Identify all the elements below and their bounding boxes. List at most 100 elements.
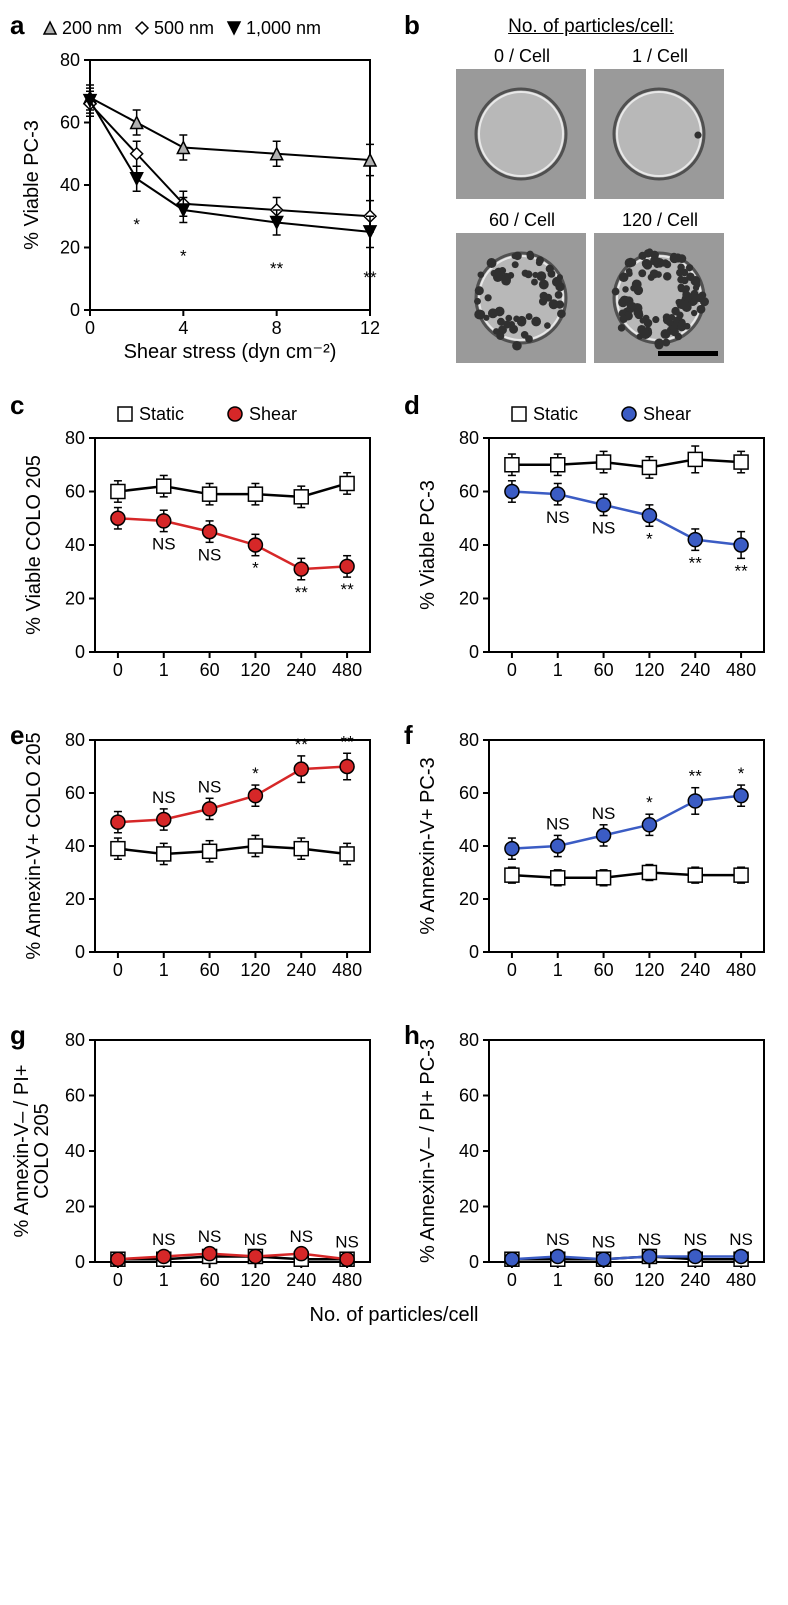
svg-text:500 nm: 500 nm xyxy=(154,18,214,38)
svg-text:*: * xyxy=(180,246,187,265)
svg-text:NS: NS xyxy=(244,1230,268,1249)
svg-text:480: 480 xyxy=(332,1270,362,1290)
svg-text:**: ** xyxy=(363,268,377,287)
svg-text:NS: NS xyxy=(546,814,570,833)
svg-text:60: 60 xyxy=(594,960,614,980)
svg-text:1: 1 xyxy=(159,1270,169,1290)
svg-text:4: 4 xyxy=(178,318,188,338)
svg-text:1: 1 xyxy=(553,1270,563,1290)
svg-text:40: 40 xyxy=(65,836,85,856)
svg-text:20: 20 xyxy=(65,1197,85,1217)
cell-120-image xyxy=(594,233,724,363)
svg-text:NS: NS xyxy=(729,1230,753,1249)
svg-text:**: ** xyxy=(295,735,309,754)
svg-text:480: 480 xyxy=(726,960,756,980)
svg-text:NS: NS xyxy=(683,1230,707,1249)
svg-text:120: 120 xyxy=(634,960,664,980)
svg-text:40: 40 xyxy=(459,535,479,555)
panel-b-title: No. of particles/cell: xyxy=(404,16,778,38)
svg-text:% Annexin‑V– / PI+: % Annexin‑V– / PI+ xyxy=(11,1065,33,1238)
cell-cell-0: 0 / Cell xyxy=(456,46,588,204)
svg-text:NS: NS xyxy=(592,519,616,538)
cell-60-image xyxy=(456,233,586,363)
svg-text:% Annexin‑V+ PC-3: % Annexin‑V+ PC-3 xyxy=(417,757,439,934)
svg-text:8: 8 xyxy=(272,318,282,338)
chart-g: 0204060800160120240480% Annexin‑V– / PI+… xyxy=(10,1020,380,1310)
svg-text:1: 1 xyxy=(553,960,563,980)
svg-text:NS: NS xyxy=(198,777,222,796)
svg-text:40: 40 xyxy=(65,1141,85,1161)
svg-text:60: 60 xyxy=(60,113,80,133)
svg-text:0: 0 xyxy=(113,660,123,680)
svg-text:**: ** xyxy=(734,561,748,580)
panel-b-label: b xyxy=(404,10,420,41)
svg-text:0: 0 xyxy=(70,300,80,320)
svg-text:240: 240 xyxy=(286,960,316,980)
svg-text:NS: NS xyxy=(592,1233,616,1252)
svg-text:60: 60 xyxy=(594,660,614,680)
svg-text:480: 480 xyxy=(726,660,756,680)
svg-text:1,000 nm: 1,000 nm xyxy=(246,18,321,38)
panel-f-label: f xyxy=(404,720,413,751)
svg-text:0: 0 xyxy=(507,960,517,980)
svg-text:20: 20 xyxy=(65,589,85,609)
svg-text:120: 120 xyxy=(240,660,270,680)
panel-e: e 0204060800160120240480% Annexin‑V+ COL… xyxy=(10,720,384,1000)
svg-text:**: ** xyxy=(295,583,309,602)
svg-text:80: 80 xyxy=(459,1030,479,1050)
svg-text:% Viable PC-3: % Viable PC-3 xyxy=(417,480,439,610)
svg-text:**: ** xyxy=(270,259,284,278)
svg-text:NS: NS xyxy=(546,1230,570,1249)
svg-text:80: 80 xyxy=(65,428,85,448)
chart-h: 0204060800160120240480% Annexin‑V– / PI+… xyxy=(404,1020,774,1310)
svg-text:1: 1 xyxy=(159,660,169,680)
svg-text:80: 80 xyxy=(459,730,479,750)
svg-text:20: 20 xyxy=(60,238,80,258)
svg-text:240: 240 xyxy=(680,960,710,980)
svg-text:80: 80 xyxy=(60,50,80,70)
svg-text:**: ** xyxy=(689,767,703,786)
svg-text:60: 60 xyxy=(65,482,85,502)
svg-text:0: 0 xyxy=(507,1270,517,1290)
svg-text:60: 60 xyxy=(459,1086,479,1106)
cell-60-label: 60 / Cell xyxy=(456,210,588,231)
svg-text:0: 0 xyxy=(75,942,85,962)
chart-c: 0204060800160120240480% Viable COLO 205S… xyxy=(10,390,380,700)
panel-e-label: e xyxy=(10,720,24,751)
chart-d: 0204060800160120240480% Viable PC-3Stati… xyxy=(404,390,774,700)
svg-text:120: 120 xyxy=(634,660,664,680)
svg-text:*: * xyxy=(738,764,745,783)
svg-text:120: 120 xyxy=(240,1270,270,1290)
cell-0-label: 0 / Cell xyxy=(456,46,588,67)
figure: a 02040608004812% Viable PC-3Shear stres… xyxy=(10,10,778,1310)
svg-text:60: 60 xyxy=(459,783,479,803)
svg-text:NS: NS xyxy=(546,508,570,527)
svg-text:NS: NS xyxy=(152,1230,176,1249)
svg-text:NS: NS xyxy=(638,1230,662,1249)
cell-1-image xyxy=(594,69,724,199)
svg-text:1: 1 xyxy=(159,960,169,980)
svg-text:NS: NS xyxy=(152,535,176,554)
panel-f: f 0204060800160120240480% Annexin‑V+ PC-… xyxy=(404,720,778,1000)
svg-text:1: 1 xyxy=(553,660,563,680)
svg-text:NS: NS xyxy=(592,804,616,823)
svg-text:*: * xyxy=(252,559,259,578)
svg-text:240: 240 xyxy=(680,1270,710,1290)
svg-text:20: 20 xyxy=(459,889,479,909)
chart-e: 0204060800160120240480% Annexin‑V+ COLO … xyxy=(10,720,380,1000)
svg-text:60: 60 xyxy=(459,482,479,502)
svg-text:% Annexin‑V+ COLO 205: % Annexin‑V+ COLO 205 xyxy=(23,732,45,959)
cell-120-label: 120 / Cell xyxy=(594,210,726,231)
svg-text:20: 20 xyxy=(459,1197,479,1217)
panel-a-label: a xyxy=(10,10,24,41)
panel-c-label: c xyxy=(10,390,24,421)
svg-text:**: ** xyxy=(340,732,354,751)
svg-text:Shear: Shear xyxy=(643,404,691,424)
svg-text:240: 240 xyxy=(680,660,710,680)
cell-image-grid: 0 / Cell 1 / Cell 60 / Cell 120 / Cell xyxy=(456,46,726,368)
svg-text:120: 120 xyxy=(634,1270,664,1290)
panel-h: h 0204060800160120240480% Annexin‑V– / P… xyxy=(404,1020,778,1310)
svg-text:0: 0 xyxy=(75,1252,85,1272)
panel-h-label: h xyxy=(404,1020,420,1051)
svg-text:0: 0 xyxy=(85,318,95,338)
